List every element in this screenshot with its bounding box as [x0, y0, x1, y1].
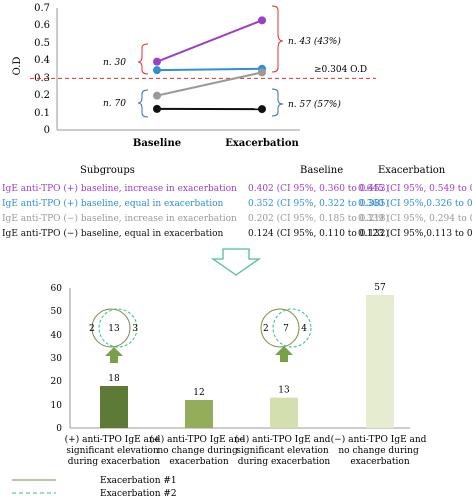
threshold-label: ≥0.304 O.D	[314, 65, 367, 75]
venn-center-count: 7	[283, 324, 289, 334]
x-tick-label-exacerbation: Exacerbation	[225, 138, 299, 149]
series-group	[153, 16, 266, 114]
up-arrow-icon	[105, 347, 123, 363]
bar	[270, 397, 298, 428]
data-point	[153, 57, 161, 66]
table-header-exacerbation: Exacerbation	[378, 165, 446, 176]
table-cell-subgroup: IgE anti-TPO (−) baseline, increase in e…	[2, 213, 237, 224]
left-upper-annotation: n. 30	[103, 58, 126, 68]
data-point	[153, 66, 161, 75]
y-tick-label: 0.4	[34, 55, 50, 66]
y-tick-label: 20	[51, 377, 63, 387]
category-label-4: (−) anti-TPO IgE and no change during ex…	[331, 434, 430, 467]
bars-group: 18 12 13 57	[100, 283, 394, 428]
y-tick-label: 0.2	[34, 90, 50, 101]
y-tick-label: 30	[51, 354, 63, 364]
subgroup-table: Subgroups Baseline Exacerbation IgE anti…	[2, 165, 472, 239]
category-label-1: (+) anti-TPO IgE and significant elevati…	[65, 434, 164, 467]
data-point	[153, 91, 161, 100]
y-axis-label: O.D	[12, 57, 23, 76]
bar-category-labels: (+) anti-TPO IgE and significant elevati…	[65, 434, 430, 467]
up-arrow-icon	[275, 346, 293, 362]
table-cell-baseline: 0.124 (CI 95%, 0.110 to 0.132)	[248, 228, 389, 239]
venn-circle-exacerbation-2	[98, 308, 138, 348]
right-lower-annotation: n. 57 (57%)	[288, 99, 341, 110]
table-row: IgE anti-TPO (−) baseline, equal in exac…	[2, 228, 472, 239]
venn-diagram-2: 2 7 4	[260, 308, 312, 362]
series-line-2	[156, 67, 263, 72]
y-tick-label: 0.7	[34, 3, 50, 14]
right-upper-brace	[271, 5, 284, 73]
y-tick-label: 0.5	[34, 38, 50, 49]
category-label-3: (−) anti-TPO IgE and significant elevati…	[235, 434, 334, 467]
right-lower-brace	[271, 88, 284, 117]
y-tick-label: 40	[51, 331, 63, 341]
legend-label-exacerbation-2: Exacerbation #2	[100, 489, 177, 499]
bar-value-label: 12	[193, 388, 204, 398]
table-cell-baseline: 0.352 (CI 95%, 0.322 to 0.385)	[248, 198, 389, 209]
venn-left-count: 2	[89, 324, 95, 334]
table-cell-exacerbation: 0.123 (CI 95%,0.113 to 0.135)	[358, 228, 472, 239]
down-arrow-icon	[210, 248, 262, 276]
legend: Exacerbation #1 Exacerbation #2	[12, 476, 177, 499]
data-point	[258, 68, 266, 77]
bar-chart: 0 10 20 30 40 50 60 18 12 13 57 (+) anti-TP…	[51, 283, 430, 467]
y-tick-label: 50	[51, 307, 63, 317]
left-lower-brace	[137, 89, 149, 118]
bar	[185, 400, 213, 428]
table-cell-subgroup: IgE anti-TPO (+) baseline, equal in exac…	[2, 198, 224, 209]
table-cell-baseline: 0.402 (CI 95%, 0.360 to 0.453)	[248, 183, 389, 194]
y-tick-label: 0.3	[34, 73, 50, 84]
x-tick-label-baseline: Baseline	[133, 138, 181, 149]
y-tick-label: 10	[51, 401, 63, 411]
left-lower-annotation: n. 70	[103, 99, 126, 109]
bar-value-label: 13	[278, 386, 290, 396]
table-row: IgE anti-TPO (+) baseline, equal in exac…	[2, 198, 472, 209]
bar-value-label: 57	[374, 283, 386, 293]
table-cell-exacerbation: 0.360 (CI 95%,0.326 to 0.396)	[358, 198, 472, 209]
legend-label-exacerbation-1: Exacerbation #1	[100, 476, 177, 486]
table-header-baseline: Baseline	[300, 165, 343, 176]
series-line-3	[156, 71, 263, 97]
venn-circle-exacerbation-2	[272, 308, 312, 348]
bar	[100, 386, 128, 428]
right-upper-annotation: n. 43 (43%)	[288, 36, 341, 47]
venn-right-count: 3	[132, 324, 138, 334]
top-line-chart: O.D 0 0.1 0.2 0.3 0.4 0.5 0.6 0.7 Baseli…	[12, 3, 376, 149]
venn-right-count: 4	[301, 324, 307, 334]
data-point	[153, 104, 161, 113]
venn-circle-exacerbation-1	[91, 308, 131, 348]
bar	[366, 295, 394, 428]
left-upper-brace	[137, 43, 149, 75]
data-point	[258, 16, 266, 25]
table-cell-exacerbation: 0.339 (CI 95%, 0.294 to 0.381)	[358, 213, 472, 224]
y-tick-labels: 0 0.1 0.2 0.3 0.4 0.5 0.6 0.7	[34, 3, 50, 136]
venn-left-count: 2	[263, 324, 269, 334]
table-row: IgE anti-TPO (+) baseline, increase in e…	[2, 183, 472, 194]
table-cell-exacerbation: 0.645 (CI 95%, 0.549 to 0.738)	[358, 183, 472, 194]
y-tick-label: 60	[51, 284, 63, 294]
category-label-2: (+) anti-TPO IgE and no change during ex…	[150, 434, 249, 467]
y-tick-label: 0	[56, 424, 62, 434]
bar-value-label: 18	[108, 374, 120, 384]
table-row: IgE anti-TPO (−) baseline, increase in e…	[2, 213, 472, 224]
table-cell-subgroup: IgE anti-TPO (−) baseline, equal in exac…	[2, 228, 224, 239]
y-tick-label: 0.1	[34, 108, 50, 119]
venn-circle-exacerbation-1	[260, 308, 300, 348]
table-header-subgroups: Subgroups	[80, 165, 135, 176]
y-tick-label: 0	[44, 125, 50, 136]
table-cell-baseline: 0.202 (CI 95%, 0.185 to 0.218)	[248, 213, 389, 224]
bar-y-tick-labels: 0 10 20 30 40 50 60	[51, 284, 63, 434]
venn-diagram-1: 2 13 3	[89, 308, 138, 363]
y-tick-label: 0.6	[34, 20, 50, 31]
venn-center-count: 13	[108, 324, 120, 334]
table-cell-subgroup: IgE anti-TPO (+) baseline, increase in e…	[2, 183, 237, 194]
series-line-1	[156, 19, 263, 63]
data-point	[258, 105, 266, 114]
